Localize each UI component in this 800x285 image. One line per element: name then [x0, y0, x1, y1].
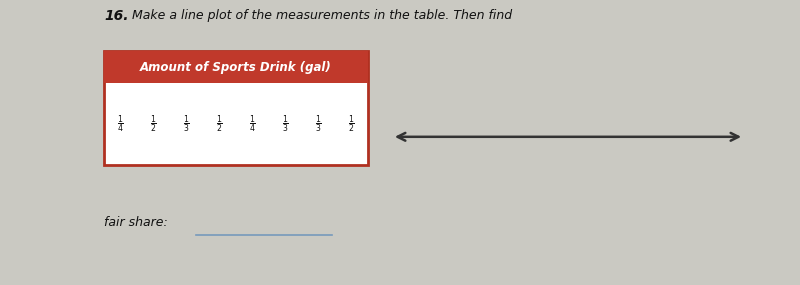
Text: $\frac{1}{3}$: $\frac{1}{3}$ [315, 113, 322, 135]
Text: $\frac{1}{3}$: $\frac{1}{3}$ [183, 113, 190, 135]
FancyBboxPatch shape [104, 51, 368, 83]
Text: fair share:: fair share: [104, 216, 168, 229]
Text: the fair share.: the fair share. [104, 57, 192, 70]
Text: $\frac{1}{2}$: $\frac{1}{2}$ [216, 113, 223, 135]
Text: $\frac{1}{3}$: $\frac{1}{3}$ [282, 113, 289, 135]
Text: $\frac{1}{4}$: $\frac{1}{4}$ [117, 113, 124, 135]
Text: Make a line plot of the measurements in the table. Then find: Make a line plot of the measurements in … [132, 9, 512, 22]
FancyBboxPatch shape [104, 51, 368, 165]
Text: Amount of Sports Drink (gal): Amount of Sports Drink (gal) [140, 61, 332, 74]
Text: 16.: 16. [104, 9, 129, 23]
Text: $\frac{1}{2}$: $\frac{1}{2}$ [150, 113, 157, 135]
Text: $\frac{1}{2}$: $\frac{1}{2}$ [348, 113, 355, 135]
Text: $\frac{1}{4}$: $\frac{1}{4}$ [249, 113, 256, 135]
